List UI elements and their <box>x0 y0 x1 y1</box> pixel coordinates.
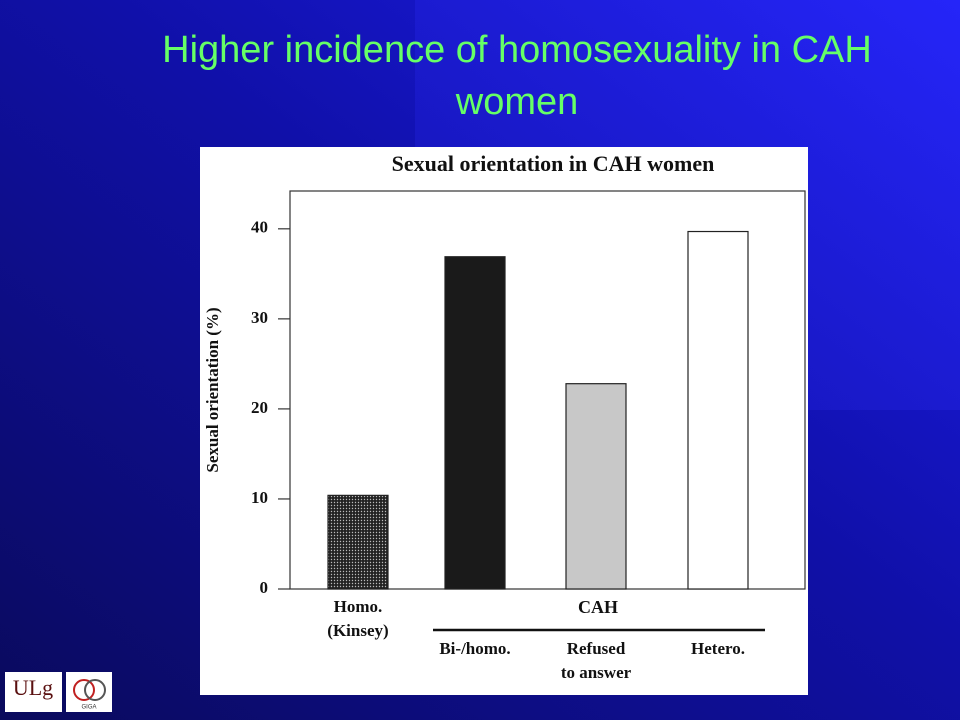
y-axis-label: Sexual orientation (%) <box>203 307 222 472</box>
logo-text: GIGA <box>81 705 96 711</box>
y-tick-label: 30 <box>251 308 268 327</box>
bar <box>444 256 506 590</box>
x-tick-label: Homo. <box>334 597 383 616</box>
x-tick-label: (Kinsey) <box>327 621 388 640</box>
chart-title: Sexual orientation in CAH women <box>392 151 715 176</box>
y-tick-label: 40 <box>251 218 268 237</box>
bar <box>565 383 627 590</box>
y-tick-label: 0 <box>260 578 269 597</box>
slide-title: women <box>455 81 579 123</box>
logo-shape <box>84 679 106 701</box>
logo-text: ULg <box>13 675 53 700</box>
x-tick-label: Bi-/homo. <box>439 639 510 658</box>
slide-title: Higher incidence of homosexuality in CAH <box>162 29 872 71</box>
plot-frame <box>289 190 806 590</box>
x-tick-label: Refused <box>567 639 626 658</box>
x-tick-label: Hetero. <box>691 639 745 658</box>
x-tick-label: to answer <box>561 663 632 682</box>
bar <box>687 230 749 590</box>
group-label: CAH <box>578 597 618 617</box>
logo-shape <box>73 679 95 701</box>
y-tick-label: 20 <box>251 398 268 417</box>
logo-ulg <box>5 672 62 712</box>
bar <box>327 494 389 590</box>
y-tick-label: 10 <box>251 488 268 507</box>
